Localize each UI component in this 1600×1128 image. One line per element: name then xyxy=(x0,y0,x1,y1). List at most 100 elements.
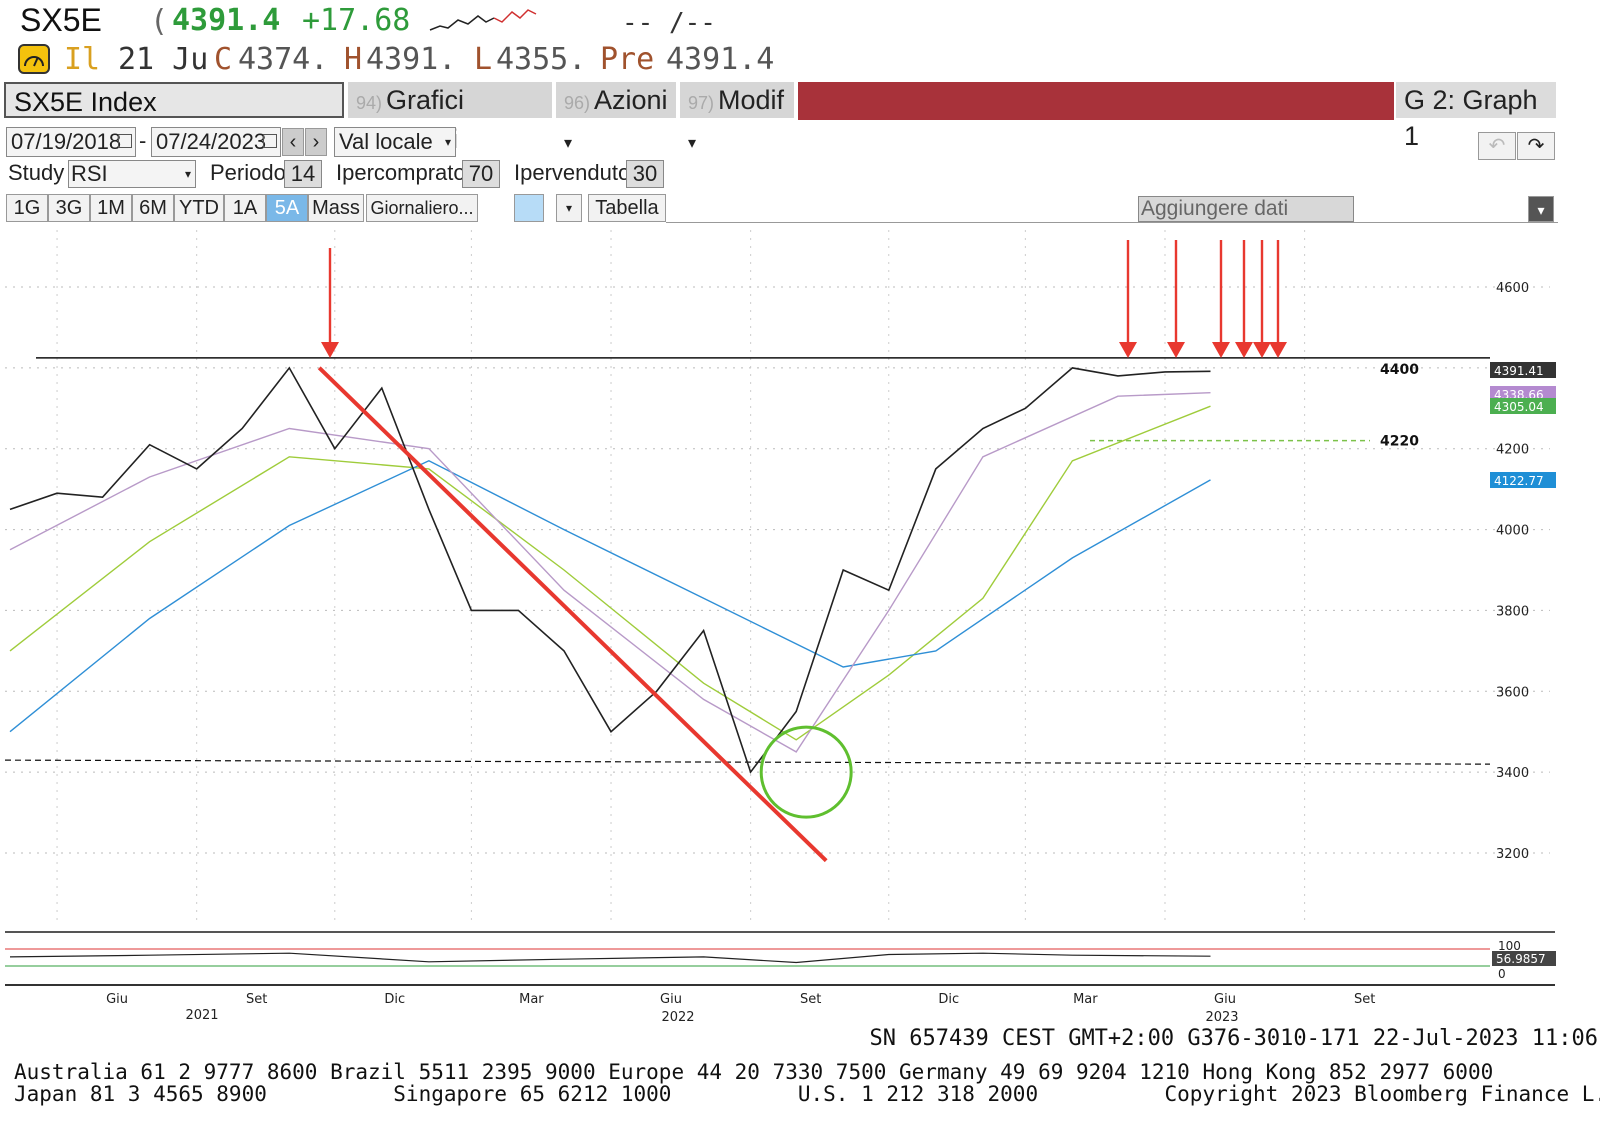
bid-ask-placeholder: -- /-- xyxy=(622,8,716,38)
y-axis: 460044004200400038003600340032004391.414… xyxy=(1490,281,1556,862)
gridlines xyxy=(5,230,1550,925)
close-value: 4374. xyxy=(238,42,329,77)
frequency-select[interactable]: Giornaliero... xyxy=(366,194,478,222)
date-separator: - xyxy=(139,128,147,153)
oversold-value: 30 xyxy=(632,161,658,186)
overbought-input[interactable]: 70 xyxy=(462,160,500,188)
range-1m[interactable]: 1M xyxy=(90,194,132,222)
actions-menu[interactable]: 96) Azioni ▾ xyxy=(556,82,676,152)
prev-label: Pre xyxy=(600,42,655,77)
edit-label: Modif xyxy=(718,85,785,115)
rsi-line xyxy=(9,952,1211,964)
arrow-head xyxy=(1167,342,1185,358)
graph-name[interactable]: G 2: Graph 1 xyxy=(1396,82,1556,151)
chart-type-chevron-icon[interactable]: ▾ xyxy=(556,194,582,222)
value-label-bg xyxy=(1490,472,1556,488)
arrow-head xyxy=(1235,342,1253,358)
period-input[interactable]: 14 xyxy=(284,160,322,188)
x-month-label: Set xyxy=(246,992,267,1007)
ma-purple-line xyxy=(9,392,1211,753)
study-chevron-icon: ▾ xyxy=(184,167,191,181)
price-series xyxy=(9,366,1211,774)
level-label-4220: 4220 xyxy=(1380,434,1419,450)
range-1g[interactable]: 1G xyxy=(6,194,48,222)
session-info: SN 657439 CEST GMT+2:00 G376-3010-171 22… xyxy=(869,1026,1598,1051)
redo-button[interactable]: ↷ xyxy=(1517,132,1555,160)
next-period-button[interactable]: › xyxy=(305,128,327,156)
x-year-label: 2022 xyxy=(661,1010,694,1025)
security-field[interactable]: SX5E Index xyxy=(4,82,344,118)
x-year-label: 2021 xyxy=(185,1008,218,1023)
quote-open-paren: ( xyxy=(150,4,169,39)
period-label: Periodo xyxy=(210,160,286,185)
rsi-value-bg xyxy=(1492,951,1556,966)
reversal-circle xyxy=(759,725,853,819)
x-year-label: 2023 xyxy=(1205,1010,1238,1025)
range-3g[interactable]: 3G xyxy=(48,194,90,222)
overbought-label: Ipercomprato xyxy=(336,160,466,185)
ma-green-line xyxy=(9,405,1211,741)
phone-numbers-row2: Japan 81 3 4565 8900 Singapore 65 6212 1… xyxy=(14,1082,1600,1106)
value-label: 4391.41 xyxy=(1494,364,1544,378)
actions-label: Azioni xyxy=(594,85,668,115)
level-lines: 4400 4220 xyxy=(4,357,1491,765)
oversold-label: Ipervenduto xyxy=(514,160,631,185)
undo-button[interactable]: ↶ xyxy=(1478,132,1516,160)
add-data-input[interactable]: Aggiungere dati xyxy=(1138,196,1354,222)
end-calendar-icon[interactable] xyxy=(263,134,277,148)
x-month-label: Dic xyxy=(384,992,405,1007)
speedometer-icon xyxy=(18,44,50,74)
study-select[interactable]: RSI ▾ xyxy=(68,160,196,188)
x-month-label: Giu xyxy=(106,992,128,1007)
value-label-bg xyxy=(1490,398,1556,414)
range-6m[interactable]: 6M xyxy=(132,194,174,222)
value-label: 4122.77 xyxy=(1494,474,1544,488)
line2-il: Il xyxy=(64,42,101,77)
actions-num: 96) xyxy=(564,93,591,113)
currency-chevron-icon: ▾ xyxy=(444,135,451,149)
start-calendar-icon[interactable] xyxy=(118,134,132,148)
prev-period-button[interactable]: ‹ xyxy=(282,128,304,156)
arrow-head xyxy=(1269,342,1287,358)
price-change: +17.68 xyxy=(302,3,411,38)
high-label: H xyxy=(344,42,363,77)
y-tick-label: 3600 xyxy=(1496,685,1529,700)
start-date-input[interactable]: 07/19/2018 xyxy=(6,127,136,157)
sparkline-icon xyxy=(429,9,537,31)
range-ytd[interactable]: YTD xyxy=(174,194,224,222)
y-tick-label: 4600 xyxy=(1496,281,1529,296)
actions-chevron-icon: ▾ xyxy=(564,135,573,152)
ma-blue-line xyxy=(9,460,1211,733)
oversold-input[interactable]: 30 xyxy=(626,160,664,188)
edit-menu[interactable]: 97) Modif ▾ xyxy=(680,82,794,152)
line2-date: 21 Ju xyxy=(118,42,209,77)
phone-numbers-row1: Australia 61 2 9777 8600 Brazil 5511 239… xyxy=(14,1060,1494,1084)
downtrend-line xyxy=(317,366,828,863)
y-tick-label: 3800 xyxy=(1496,604,1529,619)
table-button[interactable]: Tabella xyxy=(588,194,666,222)
edit-chevron-icon: ▾ xyxy=(688,135,697,152)
toolbar-strip xyxy=(666,194,1558,223)
level-label-4400: 4400 xyxy=(1380,362,1419,378)
arrow-head xyxy=(1119,342,1137,358)
options-chevron-icon[interactable]: ▾ xyxy=(1528,196,1554,222)
study-label: Study xyxy=(8,160,65,185)
range-max[interactable]: Mass xyxy=(308,194,364,222)
chart-type-button[interactable] xyxy=(514,194,544,222)
moving-averages xyxy=(9,392,1211,753)
price-line xyxy=(9,366,1211,774)
rsi-value-label: 56.9857 xyxy=(1496,952,1546,966)
currency-select[interactable]: Val locale ▾ xyxy=(334,127,456,157)
range-5a[interactable]: 5A xyxy=(266,194,308,222)
end-date-input[interactable]: 07/24/2023 xyxy=(151,127,281,157)
x-month-label: Giu xyxy=(1214,992,1236,1007)
x-axis: Giu Set Dic Mar Giu Set Dic Mar Giu Set 2021 2022 20… xyxy=(106,992,1375,1025)
range-1a[interactable]: 1A xyxy=(224,194,266,222)
end-date-value: 07/24/2023 xyxy=(156,129,267,154)
overbought-value: 70 xyxy=(468,161,494,186)
add-data-label: Aggiungere dati xyxy=(1141,197,1289,220)
study-value: RSI xyxy=(71,161,108,186)
x-month-label: Set xyxy=(800,992,821,1007)
